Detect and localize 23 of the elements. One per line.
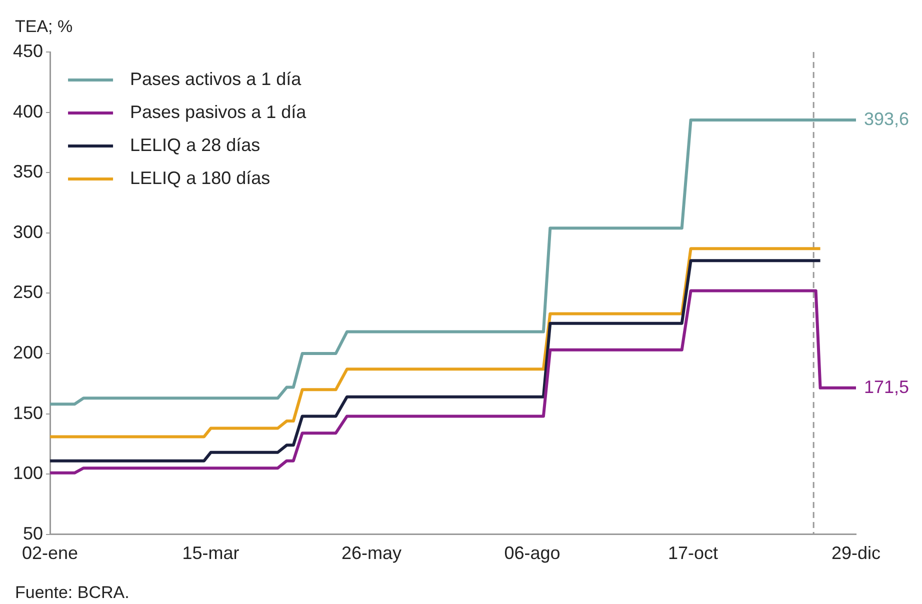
y-tick-label: 50: [23, 523, 44, 544]
legend-label: LELIQ a 180 días: [130, 168, 270, 188]
x-tick-label: 29-dic: [831, 543, 881, 564]
y-tick-label: 400: [12, 101, 44, 122]
y-tick-label: 100: [12, 463, 44, 484]
legend-label: Pases activos a 1 día: [130, 68, 302, 89]
x-tick-label: 02-ene: [22, 543, 78, 564]
y-tick-label: 450: [12, 40, 44, 61]
data-label: 393,6: [864, 108, 910, 129]
y-tick-label: 250: [12, 282, 44, 302]
data-label: 171,5: [864, 376, 910, 397]
legend-label: Pases pasivos a 1 día: [130, 102, 308, 122]
y-tick-label: 300: [12, 222, 44, 242]
legend-label: LELIQ a 28 días: [130, 134, 260, 155]
y-tick-label: 350: [12, 162, 44, 182]
y-tick-label: 150: [12, 402, 44, 423]
x-tick-label: 15-mar: [182, 543, 240, 564]
x-tick-label: 26-may: [342, 543, 402, 564]
y-axis-title: TEA; %: [15, 17, 73, 36]
x-tick-label: 06-ago: [504, 543, 560, 564]
source-note: Fuente: BCRA.: [15, 583, 130, 602]
x-tick-label: 17-oct: [668, 543, 718, 564]
y-tick-label: 200: [12, 342, 44, 362]
